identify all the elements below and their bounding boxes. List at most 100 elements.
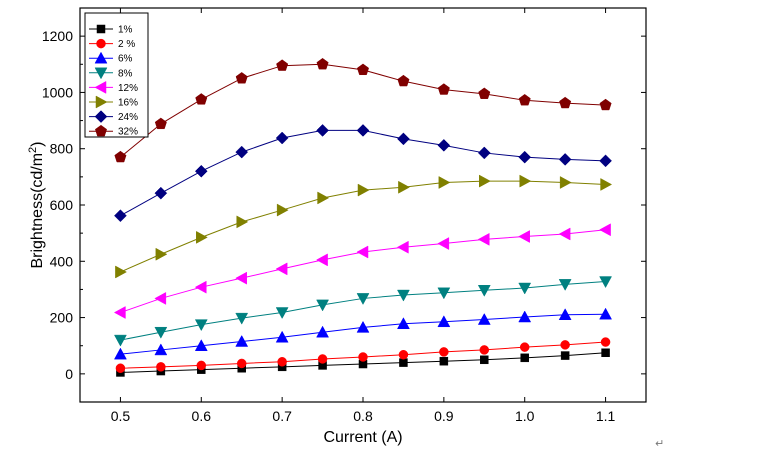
data-point: [316, 325, 329, 338]
data-point: [519, 174, 532, 188]
legend-label: 8%: [118, 68, 133, 79]
data-point: [275, 131, 289, 145]
data-point: [399, 358, 408, 367]
x-tick-label: 0.8: [353, 408, 373, 424]
legend-label: 16%: [118, 98, 138, 109]
data-point: [114, 209, 127, 223]
data-point: [115, 265, 127, 279]
data-point: [154, 186, 168, 200]
x-tick-label: 0.7: [272, 408, 292, 424]
legend-marker: [95, 95, 108, 109]
legend-marker: [96, 24, 106, 34]
legend-item: 8%: [89, 67, 133, 80]
data-point: [275, 262, 288, 276]
data-point: [518, 310, 532, 323]
data-point: [113, 306, 126, 319]
data-point: [439, 347, 449, 357]
data-point: [194, 164, 208, 178]
data-point: [194, 319, 208, 332]
data-point: [114, 334, 127, 347]
data-point: [478, 87, 491, 99]
data-point: [398, 180, 410, 194]
legend-label: 24%: [118, 112, 138, 123]
data-point: [154, 292, 167, 305]
series-layer: [113, 57, 613, 377]
data-point: [559, 176, 572, 189]
legend-marker: [94, 51, 108, 64]
data-point: [155, 247, 168, 261]
data-point: [235, 334, 249, 347]
series-line: [120, 180, 606, 273]
data-point: [156, 362, 166, 372]
series-6: [115, 174, 613, 279]
series-2: [115, 337, 611, 373]
series-3: [114, 307, 612, 360]
series-5: [113, 223, 611, 319]
legend-item: 12%: [89, 80, 138, 94]
series-4: [114, 276, 612, 347]
data-point: [397, 317, 410, 330]
data-point: [477, 313, 491, 325]
data-point: [356, 124, 370, 137]
data-point: [599, 223, 611, 237]
legend-marker: [94, 67, 108, 80]
data-point: [599, 98, 612, 111]
data-point: [439, 356, 449, 366]
y-axis-title: Brightness(cd/m2): [27, 141, 46, 268]
series-line: [120, 313, 606, 355]
data-point: [236, 215, 249, 229]
data-point: [477, 232, 490, 246]
x-tick-label: 0.9: [434, 408, 454, 424]
data-point: [316, 299, 329, 312]
data-point: [316, 253, 328, 267]
data-point: [356, 63, 370, 76]
legend-label: 12%: [118, 83, 138, 94]
data-point: [477, 146, 491, 160]
data-point: [601, 348, 610, 357]
data-point: [437, 315, 451, 328]
legend-label: 2 %: [118, 39, 135, 50]
data-point: [600, 337, 611, 347]
data-point: [357, 183, 370, 197]
data-point: [479, 345, 490, 355]
x-tick-label: 0.6: [192, 408, 212, 424]
data-point: [194, 339, 208, 351]
data-point: [196, 360, 207, 371]
data-point: [398, 349, 409, 360]
data-point: [356, 245, 369, 259]
data-point: [600, 178, 613, 191]
y-tick-label: 1200: [42, 28, 73, 44]
legend-label: 32%: [118, 127, 138, 138]
axis-ticks: 0.5 0.6 0.7 0.8 0.9 1.0 1.1 0 200 400 600 800 1000 12…: [42, 8, 646, 424]
legend-marker: [94, 80, 107, 94]
y-axis-title-end: ): [29, 141, 46, 146]
data-point: [194, 280, 207, 294]
data-point: [560, 351, 570, 360]
y-tick-label: 1000: [42, 84, 73, 100]
data-point: [397, 132, 410, 146]
legend-box: [84, 12, 149, 138]
data-point: [558, 153, 572, 166]
legend-item: 6%: [89, 51, 133, 65]
data-point: [196, 230, 208, 244]
legend-item: 24%: [89, 110, 138, 123]
y-tick-label: 0: [65, 366, 73, 382]
data-point: [317, 354, 328, 364]
series-line: [120, 63, 606, 158]
y-tick-label: 600: [50, 197, 74, 213]
data-point: [599, 276, 612, 289]
data-point: [518, 150, 532, 164]
data-point: [356, 320, 370, 333]
y-axis-title-superscript: 2: [27, 147, 39, 153]
data-point: [358, 352, 368, 362]
y-tick-label: 200: [50, 310, 74, 326]
data-point: [115, 363, 126, 373]
data-point: [480, 355, 489, 365]
legend-marker: [94, 110, 108, 123]
data-point: [154, 343, 168, 356]
data-point: [438, 176, 451, 189]
legend-item: 16%: [89, 95, 138, 109]
data-point: [275, 307, 289, 320]
data-point: [437, 138, 451, 152]
